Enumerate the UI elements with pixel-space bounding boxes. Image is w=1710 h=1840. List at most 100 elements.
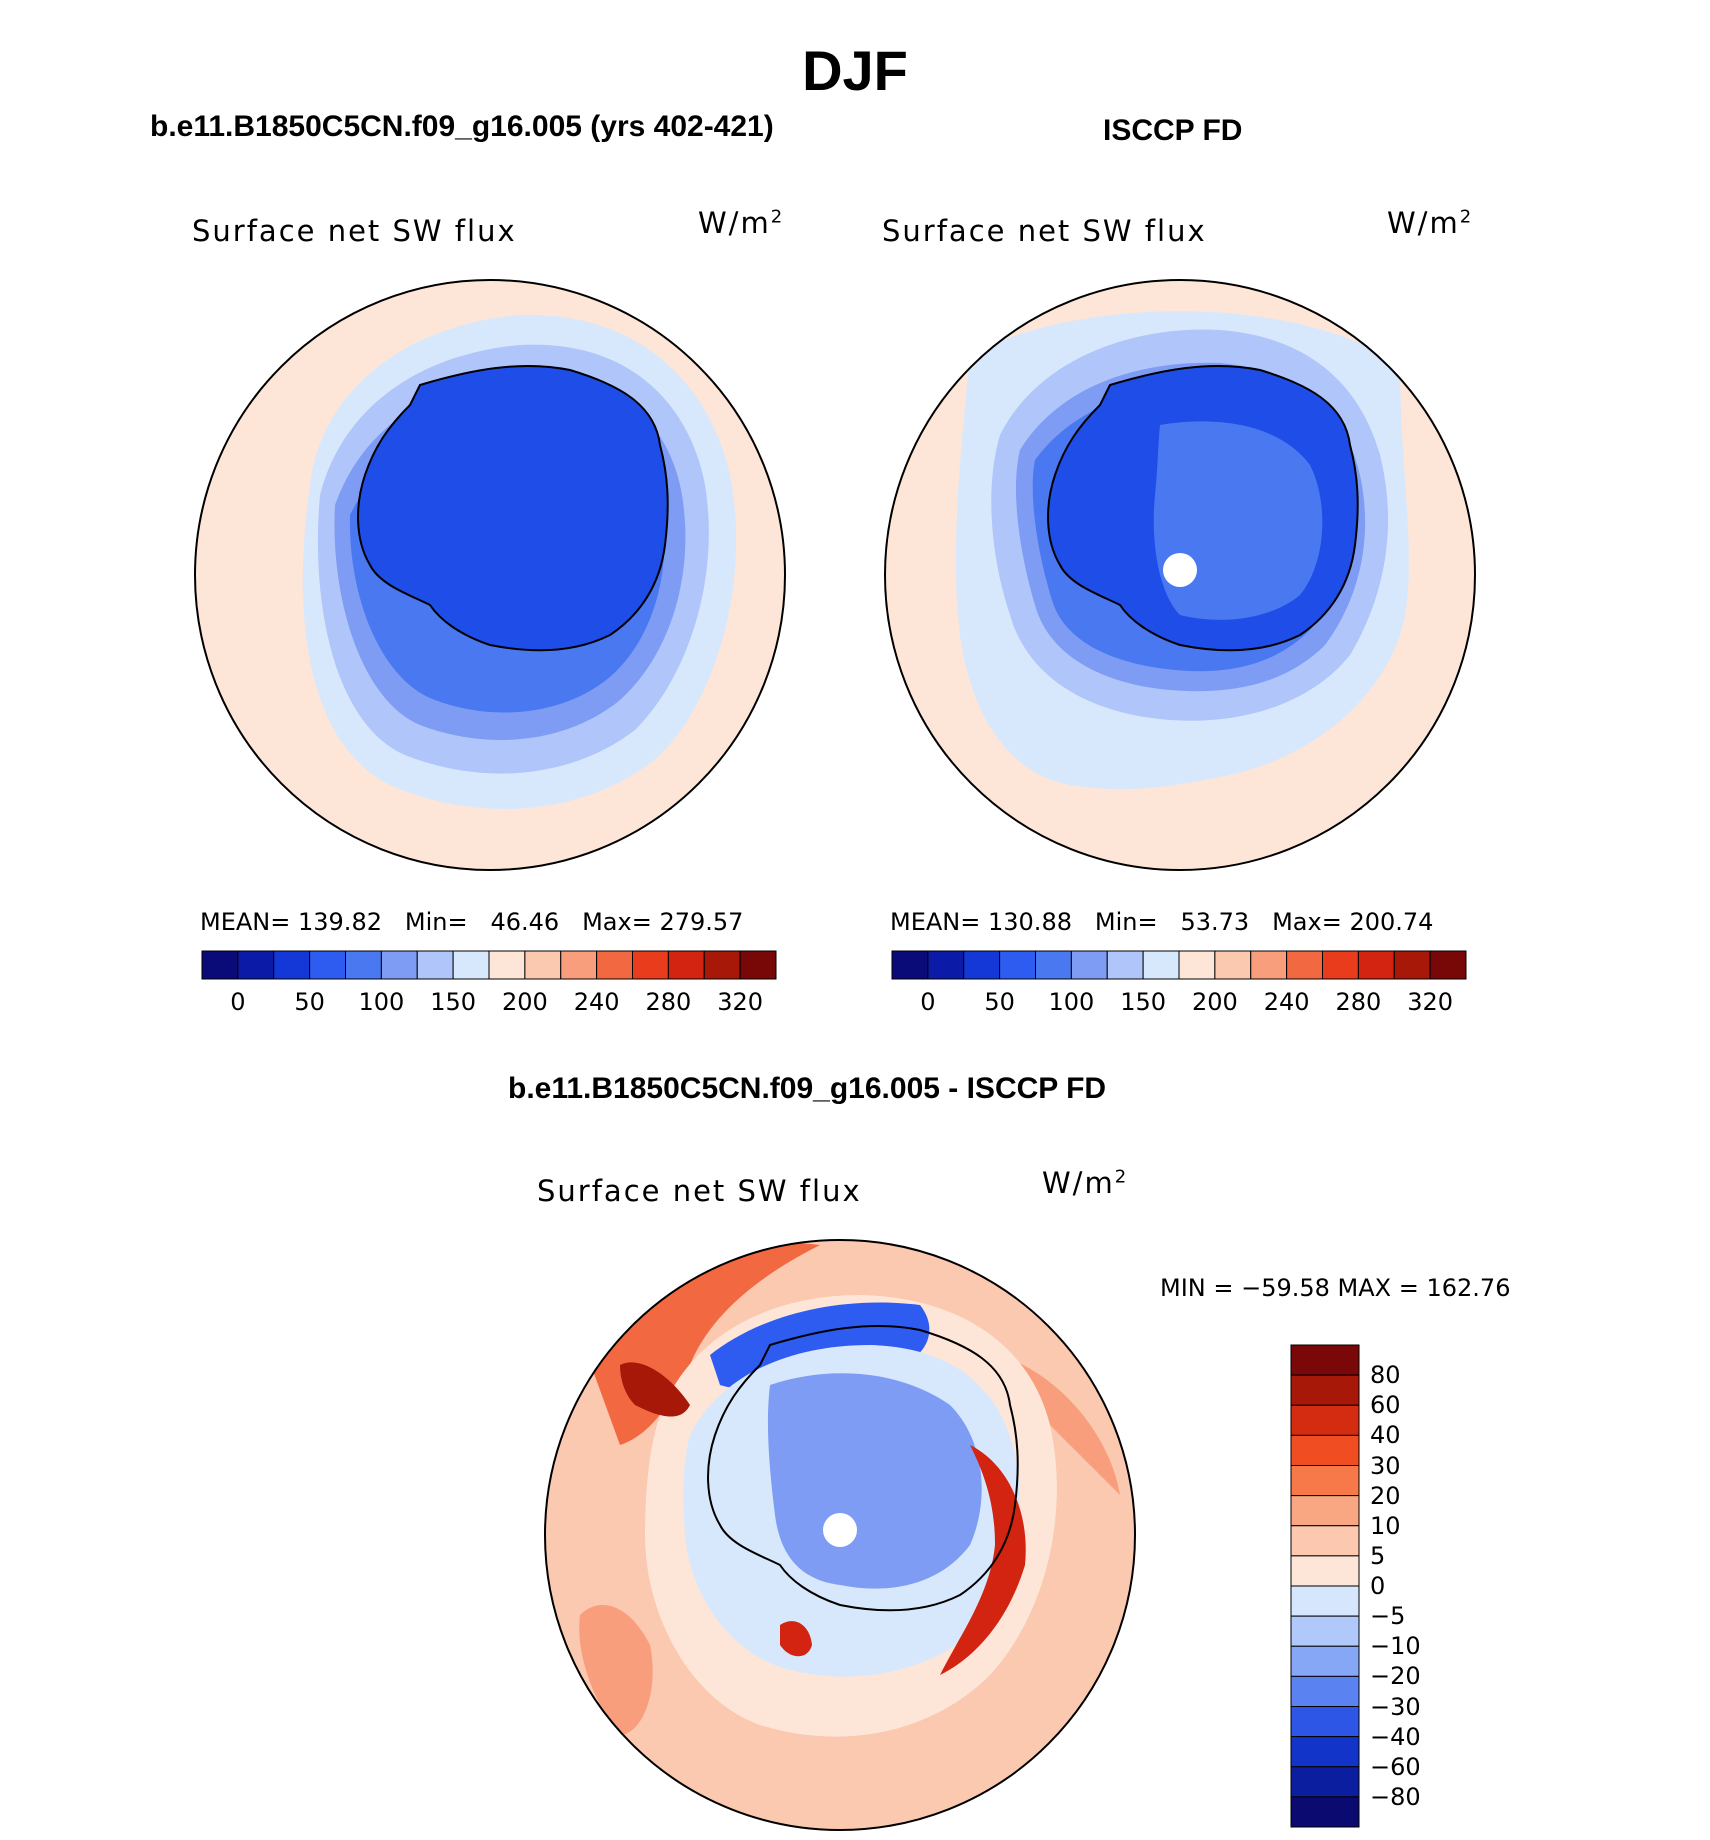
panel-2-units: W/m2 bbox=[1387, 206, 1474, 240]
panel-2-colorbar-swatch bbox=[1322, 950, 1359, 980]
panel-1-colorbar-swatch bbox=[237, 950, 275, 980]
panel-2-colorbar-tick-label: 320 bbox=[1407, 988, 1454, 1016]
panel-1-stats: MEAN= 139.82 Min= 46.46 Max= 279.57 bbox=[200, 908, 744, 936]
panel-3-colorbar-swatch bbox=[1290, 1585, 1360, 1617]
panel-3-title: b.e11.B1850C5CN.f09_g16.005 - ISCCP FD bbox=[508, 1072, 1107, 1105]
panel-2-colorbar-ticks: 0 50 100 150 200 240 280 320 bbox=[892, 988, 1466, 1018]
panel-1-colorbar-tick-label: 100 bbox=[358, 988, 405, 1016]
panel-1-colorbar bbox=[201, 950, 777, 980]
panel-3-colorbar-tick-label: −80 bbox=[1370, 1782, 1421, 1811]
panel-2-map bbox=[884, 279, 1476, 871]
panel-2-colorbar-swatch bbox=[1106, 950, 1144, 980]
panel-3-colorbar-tick-label: 80 bbox=[1370, 1361, 1401, 1390]
panel-1-field-continent bbox=[358, 365, 668, 651]
panel-1-units: W/m2 bbox=[698, 206, 785, 240]
panel-2-colorbar-swatch bbox=[999, 950, 1036, 980]
panel-3-stats: MIN = −59.58 MAX = 162.76 bbox=[1160, 1274, 1511, 1302]
panel-1-colorbar-tick-label: 50 bbox=[294, 988, 325, 1016]
panel-3-colorbar-swatch bbox=[1290, 1374, 1360, 1406]
panel-2-coastline bbox=[1047, 365, 1359, 652]
panel-2-colorbar-swatch bbox=[1070, 950, 1108, 980]
panel-1-colorbar-swatch bbox=[416, 950, 454, 980]
panel-2-colorbar bbox=[891, 950, 1467, 980]
panel-2-colorbar-tick-label: 280 bbox=[1335, 988, 1382, 1016]
panel-2-field-plateau bbox=[1153, 421, 1323, 620]
panel-2-colorbar-swatch bbox=[1214, 950, 1252, 980]
panel-2-colorbar-tick-label: 150 bbox=[1120, 988, 1167, 1016]
panel-1-colorbar-tick-label: 240 bbox=[573, 988, 620, 1016]
panel-3-map-border bbox=[544, 1239, 1136, 1831]
panel-3-colorbar-swatch bbox=[1290, 1675, 1360, 1707]
panel-3-colorbar-swatch bbox=[1290, 1555, 1360, 1587]
panel-2-colorbar-swatch bbox=[891, 950, 929, 980]
panel-1-colorbar-tick-label: 0 bbox=[230, 988, 246, 1016]
panel-1-coastline bbox=[357, 365, 669, 652]
panel-3-colorbar-swatch bbox=[1290, 1706, 1360, 1738]
panel-1-colorbar-swatch bbox=[703, 950, 741, 980]
panel-3-colorbar-tick-label: −60 bbox=[1370, 1752, 1421, 1781]
panel-3-field-negative-interior bbox=[767, 1373, 982, 1589]
panel-2-colorbar-tick-label: 50 bbox=[984, 988, 1015, 1016]
panel-2-title: ISCCP FD bbox=[1103, 114, 1243, 147]
panel-1-colorbar-tick-label: 320 bbox=[717, 988, 764, 1016]
panel-2-map-border bbox=[884, 279, 1476, 871]
panel-3-colorbar-swatch bbox=[1290, 1615, 1360, 1647]
panel-3-field-positive-coast-east bbox=[940, 1445, 1026, 1675]
panel-1-colorbar-swatch bbox=[739, 950, 777, 980]
panel-2-colorbar-swatch bbox=[1393, 950, 1431, 980]
panel-1-colorbar-swatch bbox=[201, 950, 239, 980]
panel-3-field-warm-southwest bbox=[579, 1605, 653, 1735]
panel-3-colorbar-tick-label: 40 bbox=[1370, 1421, 1401, 1450]
panel-2-colorbar-swatch bbox=[963, 950, 1001, 980]
panel-2-colorbar-swatch bbox=[927, 950, 965, 980]
panel-2-stats: MEAN= 130.88 Min= 53.73 Max= 200.74 bbox=[890, 908, 1434, 936]
panel-3-field-positive-peninsula bbox=[620, 1362, 690, 1417]
panel-2-colorbar-tick-label: 0 bbox=[920, 988, 936, 1016]
panel-3-colorbar-tick-label: −5 bbox=[1370, 1602, 1406, 1631]
panel-2-colorbar-swatch bbox=[1250, 950, 1288, 980]
panel-1-colorbar-swatch bbox=[596, 950, 633, 980]
panel-3-colorbar-swatch bbox=[1290, 1645, 1360, 1677]
page-title: DJF bbox=[802, 39, 908, 102]
panel-3-pole-hole bbox=[823, 1513, 857, 1547]
panel-3-colorbar-swatch bbox=[1290, 1465, 1360, 1497]
panel-3-colorbar-swatch bbox=[1290, 1344, 1360, 1376]
panel-1-colorbar-ticks: 0 50 100 150 200 240 280 320 bbox=[202, 988, 776, 1018]
panel-3-colorbar-swatch bbox=[1290, 1525, 1360, 1557]
panel-3-colorbar-tick-label: −20 bbox=[1370, 1662, 1421, 1691]
panel-2-variable-label: Surface net SW flux bbox=[882, 214, 1207, 248]
panel-3-map bbox=[544, 1239, 1136, 1831]
panel-1-colorbar-tick-label: 200 bbox=[501, 988, 548, 1016]
panel-3-colorbar-tick-label: 0 bbox=[1370, 1572, 1386, 1600]
panel-1-map-border bbox=[194, 279, 786, 871]
panel-1-colorbar-tick-label: 150 bbox=[430, 988, 477, 1016]
panel-1-colorbar-swatch bbox=[345, 950, 382, 980]
panel-1-colorbar-swatch bbox=[667, 950, 705, 980]
panel-3-units: W/m2 bbox=[1042, 1166, 1129, 1200]
panel-3-colorbar-tick-label: 10 bbox=[1370, 1511, 1401, 1540]
panel-1-variable-label: Surface net SW flux bbox=[192, 214, 517, 248]
panel-1-colorbar-swatch bbox=[380, 950, 418, 980]
panel-2-colorbar-swatch bbox=[1429, 950, 1467, 980]
panel-3-field-positive-ross bbox=[780, 1621, 812, 1657]
panel-1-colorbar-swatch bbox=[452, 950, 490, 980]
panel-3-colorbar-swatch bbox=[1290, 1736, 1360, 1768]
panel-3-colorbar-swatch bbox=[1290, 1434, 1360, 1466]
panel-2-colorbar-swatch bbox=[1035, 950, 1072, 980]
panel-2-colorbar-tick-label: 100 bbox=[1048, 988, 1095, 1016]
panel-1-colorbar-tick-label: 280 bbox=[645, 988, 692, 1016]
panel-1-colorbar-swatch bbox=[560, 950, 598, 980]
panel-1-colorbar-swatch bbox=[524, 950, 562, 980]
panel-3-colorbar-tick-label: 60 bbox=[1370, 1391, 1401, 1420]
panel-3-colorbar-swatch bbox=[1290, 1766, 1360, 1798]
panel-3-colorbar-swatch bbox=[1290, 1495, 1360, 1527]
panel-1-colorbar-swatch bbox=[632, 950, 669, 980]
panel-3-colorbar-swatch bbox=[1290, 1404, 1360, 1436]
panel-3-colorbar-tick-label: 5 bbox=[1370, 1541, 1386, 1570]
panel-2-colorbar-swatch bbox=[1357, 950, 1395, 980]
panel-3-colorbar-tick-label: −40 bbox=[1370, 1722, 1421, 1751]
panel-3-coastline bbox=[707, 1325, 1019, 1612]
panel-2-colorbar-tick-label: 200 bbox=[1191, 988, 1238, 1016]
panel-1-colorbar-swatch bbox=[488, 950, 526, 980]
panel-3-variable-label: Surface net SW flux bbox=[537, 1174, 862, 1208]
